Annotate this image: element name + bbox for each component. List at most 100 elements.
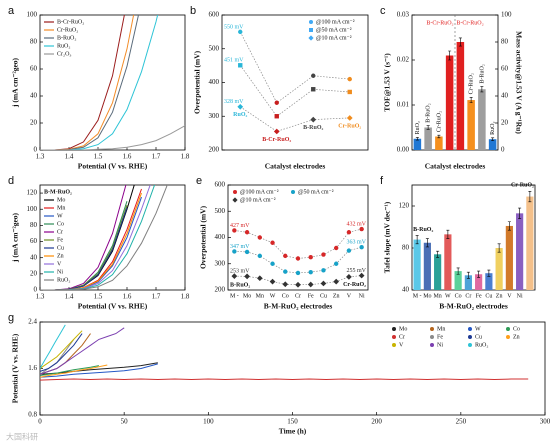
legend-label: Cr — [399, 334, 405, 340]
legend-label: Fe — [57, 237, 63, 243]
series-line — [40, 327, 125, 375]
legend-swatch — [309, 20, 313, 24]
watermark: 大国科研 — [6, 432, 38, 442]
error-bar — [425, 238, 429, 248]
x-tick-label: Fe — [476, 293, 482, 299]
error-bar — [448, 50, 452, 61]
y-tick-label: 200 — [215, 286, 226, 294]
bar — [478, 89, 486, 150]
y2-tick-label: 20 — [501, 119, 509, 127]
y-tick-label: 60 — [30, 65, 38, 73]
bar-label: B-RuO₂ — [479, 64, 485, 83]
point — [295, 270, 301, 276]
value-label: 550 mV — [224, 24, 244, 30]
point — [333, 278, 340, 285]
plot-frame — [411, 184, 536, 291]
point — [311, 73, 316, 78]
legend-swatch — [430, 343, 434, 347]
x-tick-label: 1.5 — [94, 153, 103, 161]
legend-label: V — [399, 342, 404, 348]
guide-line — [239, 31, 350, 104]
series-line — [40, 15, 159, 150]
y-tick-label: 80 — [30, 221, 38, 229]
series-line — [40, 378, 529, 381]
bar — [467, 100, 475, 150]
x-tick-label: 1.8 — [181, 293, 190, 301]
point — [347, 76, 352, 82]
panel-letter: e — [196, 175, 202, 187]
legend-swatch — [309, 28, 313, 32]
series-line — [40, 185, 168, 290]
legend-label: Zn — [57, 253, 64, 259]
bar — [505, 225, 513, 290]
legend-label: @10 mA cm⁻² — [316, 35, 352, 41]
point-label: B-Cr-RuO₂ — [262, 137, 291, 143]
x-tick-label: Mn — [256, 293, 264, 299]
point — [237, 103, 244, 110]
legend-swatch — [308, 35, 314, 41]
point — [256, 275, 263, 282]
x-axis-label: Catalyst electrodes — [425, 162, 486, 171]
bar-label: B-Cr-RuO₂ — [426, 20, 453, 26]
y-tick-label: 300 — [209, 112, 220, 120]
bar-label: Cr-RuO₂ — [469, 73, 475, 94]
point — [358, 272, 365, 279]
point — [232, 228, 237, 233]
y-axis-label: j (mA cm⁻²geo) — [11, 212, 20, 263]
legend-label: Co — [57, 221, 64, 227]
error-bar — [491, 137, 495, 141]
value-label: 255 mV — [347, 268, 367, 274]
point — [333, 261, 339, 266]
y-tick-label: 0 — [34, 146, 38, 154]
x-tick-label: 50 — [121, 418, 129, 426]
y-axis-label: j (mA cm⁻²geo) — [11, 57, 20, 108]
y-tick-label: 40 — [402, 286, 410, 294]
point — [244, 249, 250, 255]
y-tick-label: 80 — [402, 244, 410, 252]
legend-swatch — [430, 327, 434, 331]
x-tick-label: 1.6 — [123, 293, 132, 301]
series-line — [40, 15, 125, 150]
point — [283, 253, 288, 259]
annotation: B-RuO₂ — [230, 282, 250, 288]
bar-label: RuO₂ — [415, 121, 421, 134]
legend-label: @50 mA cm⁻² — [298, 189, 334, 195]
guide-line — [240, 65, 350, 117]
error-bar — [497, 243, 501, 253]
x-tick-label: Co — [455, 293, 462, 299]
x-tick-label: 0 — [38, 418, 42, 426]
y-tick-label: 400 — [209, 78, 220, 86]
x-axis-label: Potential (V vs. RHE) — [78, 302, 148, 311]
legend-label: Co — [513, 326, 520, 332]
x-tick-label: Co — [282, 293, 289, 299]
y-tick-label: 0.03 — [397, 11, 410, 19]
error-bar — [415, 235, 419, 245]
x-tick-label: 1.3 — [36, 293, 45, 301]
y-tick-label: 600 — [215, 181, 226, 189]
legend-label: W — [57, 213, 63, 219]
value-label: 363 mV — [347, 240, 367, 246]
point — [270, 240, 275, 245]
legend-label: Ni — [437, 342, 443, 348]
point — [244, 273, 250, 280]
x-tick-label: Cr — [295, 293, 301, 299]
legend-label: Cr₂O₃ — [57, 51, 72, 57]
y-tick-label: 400 — [215, 233, 226, 241]
series-line — [40, 207, 128, 290]
y-tick-label: 0.00 — [397, 146, 410, 154]
legend-label: Cr-RuO₂ — [57, 27, 78, 33]
point — [232, 249, 237, 254]
x-tick-label: Cu — [320, 293, 327, 299]
bar — [454, 271, 462, 290]
point — [244, 230, 250, 235]
y-axis-label: Potential (V vs. RHE) — [11, 333, 20, 403]
y-tick-label: 0.8 — [28, 411, 37, 419]
panel: g 0.8 1.6 2.4 0 50 100 150 200 250 300 Time (h) Pote… — [8, 312, 551, 436]
point — [310, 116, 317, 123]
bar — [423, 242, 431, 290]
panel: c 0.00 0.01 0.02 0.03 0 20 40 60 80 100 Catalyst el… — [380, 5, 523, 171]
y-tick-label: 0 — [34, 286, 38, 294]
legend-label: Mn — [437, 326, 445, 332]
legend-swatch — [506, 335, 510, 339]
y-tick-label: 20 — [30, 269, 38, 277]
